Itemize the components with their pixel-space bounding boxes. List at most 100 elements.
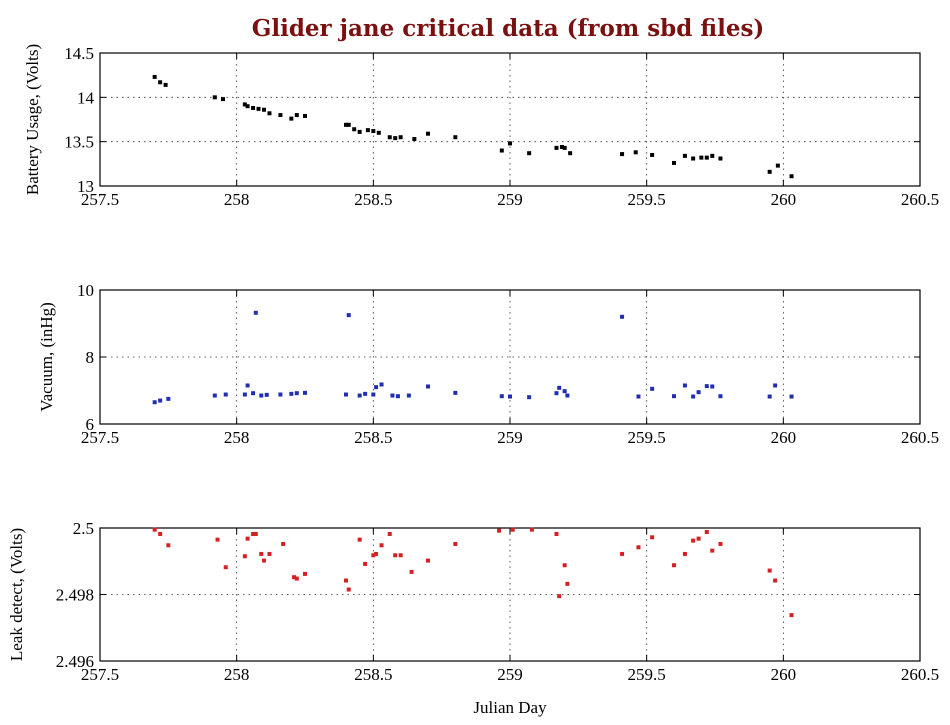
leak-x-tick-label: 259.5	[628, 665, 666, 684]
vacuum-data-point	[251, 391, 256, 396]
battery-y-ticks: 13 13.5 14 14.5	[64, 44, 920, 196]
vacuum-x-tick-label: 257.5	[81, 428, 119, 447]
battery-y-tick-label: 13.5	[64, 133, 94, 152]
vacuum-data-point	[242, 392, 247, 397]
battery-data-point	[568, 151, 573, 156]
leak-x-tick-label: 259	[497, 665, 523, 684]
vacuum-data-point	[620, 314, 625, 319]
leak-data-point	[374, 551, 379, 556]
vacuum-panel: 257.5 258 258.5 259 259.5 260 260.5 6 8 10 Vacuu…	[37, 281, 939, 447]
leak-data-point	[242, 554, 247, 559]
leak-data-point	[152, 527, 157, 532]
battery-data-point	[789, 174, 794, 179]
battery-data-point	[278, 113, 283, 118]
leak-data-point	[704, 529, 709, 534]
leak-data-point	[267, 551, 272, 556]
battery-y-label: Battery Usage, (Volts)	[23, 44, 42, 195]
vacuum-data-point	[259, 393, 264, 398]
vacuum-data-point	[499, 394, 504, 399]
leak-data-point	[357, 537, 362, 542]
leak-data-point	[398, 553, 403, 558]
battery-data-point	[620, 152, 625, 157]
battery-y-tick-label: 14.5	[64, 44, 94, 63]
vacuum-data-point	[426, 384, 430, 389]
vacuum-y-ticks: 6 8 10	[77, 281, 920, 434]
leak-data-point	[245, 536, 250, 541]
vacuum-data-point	[390, 393, 395, 398]
battery-data-point	[633, 150, 638, 155]
vacuum-x-tick-label: 259	[497, 428, 523, 447]
battery-data-point	[672, 160, 676, 165]
battery-data-point	[152, 74, 157, 79]
vacuum-data-point	[278, 392, 283, 397]
leak-data-point	[620, 551, 625, 556]
leak-data-point	[510, 527, 515, 532]
battery-data-point	[691, 156, 696, 161]
leak-data-point	[497, 528, 502, 533]
vacuum-data-point	[453, 390, 458, 395]
battery-y-tick-label: 13	[77, 177, 94, 196]
leak-data-point	[789, 613, 794, 618]
battery-data-point	[767, 169, 772, 174]
leak-data-point	[554, 531, 559, 536]
leak-data-point	[259, 551, 264, 556]
battery-points	[152, 74, 794, 179]
leak-data-point	[557, 594, 562, 599]
leak-data-point	[426, 558, 430, 563]
vacuum-data-point	[212, 393, 217, 398]
battery-data-point	[559, 144, 564, 149]
battery-data-point	[412, 137, 417, 142]
leak-data-point	[672, 563, 676, 568]
vacuum-x-tick-label: 258.5	[354, 428, 392, 447]
battery-data-point	[699, 155, 704, 160]
battery-data-point	[453, 135, 458, 140]
vacuum-data-point	[395, 394, 400, 399]
vacuum-data-point	[773, 383, 778, 388]
battery-data-point	[371, 129, 376, 134]
vacuum-points	[152, 310, 794, 405]
battery-data-point	[251, 105, 256, 110]
leak-data-point	[251, 531, 256, 536]
vacuum-x-tick-label: 258	[224, 428, 250, 447]
vacuum-y-tick-label: 10	[77, 281, 94, 300]
vacuum-data-point	[294, 391, 299, 396]
leak-x-tick-label: 257.5	[81, 665, 119, 684]
vacuum-y-label: Vacuum, (inHg)	[37, 302, 56, 412]
vacuum-data-point	[650, 386, 655, 391]
battery-data-point	[499, 148, 504, 153]
vacuum-data-point	[672, 394, 676, 399]
battery-data-point	[344, 122, 348, 127]
vacuum-data-point	[303, 390, 307, 395]
vacuum-data-point	[223, 392, 228, 397]
leak-data-point	[387, 531, 392, 536]
leak-data-point	[565, 581, 570, 586]
vacuum-data-point	[565, 393, 570, 398]
battery-data-point	[289, 116, 294, 121]
leak-data-point	[281, 541, 286, 546]
vacuum-data-point	[289, 391, 294, 396]
vacuum-data-point	[158, 398, 163, 403]
battery-x-tick-label: 258	[224, 190, 250, 209]
vacuum-data-point	[508, 394, 512, 399]
vacuum-data-point	[696, 390, 701, 395]
leak-points	[152, 527, 794, 618]
chart-title: Glider jane critical data (from sbd file…	[252, 15, 765, 42]
vacuum-data-point	[166, 396, 171, 401]
leak-data-point	[262, 558, 266, 563]
leak-data-point	[691, 538, 696, 543]
battery-data-point	[346, 122, 351, 127]
leak-y-label: Leak detect, (Volts)	[7, 528, 26, 661]
battery-data-point	[376, 130, 381, 135]
battery-data-point	[554, 145, 559, 150]
leak-data-point	[718, 541, 723, 546]
battery-data-point	[710, 153, 715, 158]
leak-data-point	[223, 565, 228, 570]
leak-data-point	[636, 545, 641, 550]
leak-data-point	[379, 543, 384, 548]
vacuum-data-point	[346, 313, 351, 318]
vacuum-data-point	[379, 382, 384, 387]
x-axis-label: Julian Day	[473, 698, 547, 717]
vacuum-data-point	[253, 310, 258, 315]
leak-y-tick-label: 2.496	[56, 652, 94, 671]
